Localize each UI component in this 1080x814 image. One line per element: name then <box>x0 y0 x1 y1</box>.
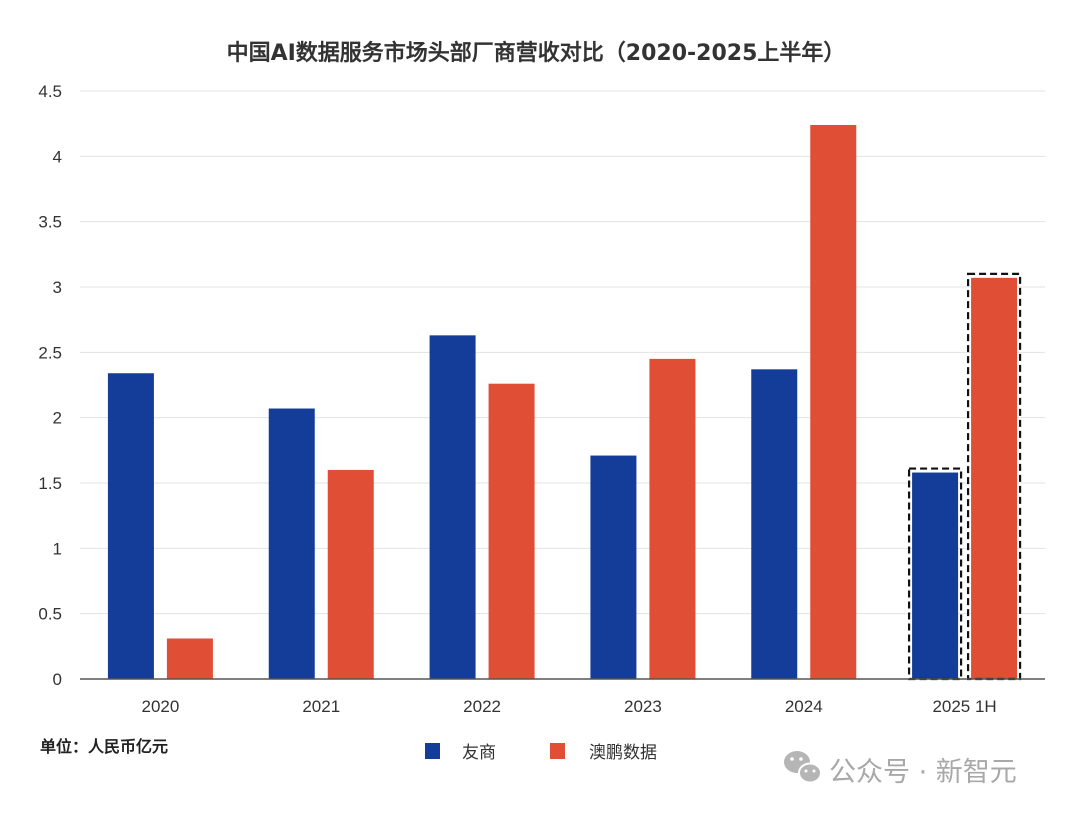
y-tick-label: 1 <box>53 539 62 558</box>
x-tick-label: 2025 1H <box>932 697 996 716</box>
watermark-text: 公众号 · 新智元 <box>829 757 1017 788</box>
y-tick-label: 4.5 <box>38 82 62 101</box>
bars <box>107 124 1018 680</box>
bar-aopeng-2022 <box>488 383 535 679</box>
bar-youshang-2021 <box>268 408 315 679</box>
y-tick-label: 1.5 <box>38 474 62 493</box>
bar-aopeng-2021 <box>327 469 374 679</box>
highlight-outline <box>966 272 1022 681</box>
y-tick-label: 2.5 <box>38 343 62 362</box>
legend: 友商 澳鹏数据 <box>425 743 657 763</box>
legend-item-youshang[interactable]: 友商 <box>425 743 496 763</box>
bar-aopeng-2025-1H <box>971 277 1018 679</box>
legend-swatch-youshang <box>425 743 440 759</box>
x-tick-label: 2022 <box>463 697 501 716</box>
bar-youshang-2022 <box>429 335 476 679</box>
bar-aopeng-2023 <box>649 358 696 679</box>
x-tick-label: 2024 <box>785 697 823 716</box>
y-tick-label: 0 <box>53 670 62 689</box>
bar-youshang-2020 <box>107 373 154 679</box>
x-tick-label: 2020 <box>142 697 180 716</box>
x-axis-ticks: 2020 2021 2022 2023 2024 2025 1H <box>142 697 997 716</box>
watermark: 公众号 · 新智元 <box>784 751 1017 788</box>
gridlines <box>80 90 1045 615</box>
bar-youshang-2025-1H <box>912 472 959 679</box>
x-tick-label: 2021 <box>302 697 340 716</box>
unit-note: 单位：人民币亿元 <box>40 737 168 756</box>
legend-label-youshang: 友商 <box>462 743 496 763</box>
y-tick-label: 3.5 <box>38 213 62 232</box>
chart-title: 中国AI数据服务市场头部厂商营收对比（2020-2025上半年） <box>227 40 846 66</box>
wechat-icon <box>784 751 822 784</box>
bar-aopeng-2024 <box>810 124 857 680</box>
bar-youshang-2024 <box>751 369 798 679</box>
legend-label-aopeng: 澳鹏数据 <box>589 743 657 763</box>
bar-youshang-2023 <box>590 455 637 679</box>
y-tick-label: 3 <box>53 278 62 297</box>
y-axis-ticks: 0 0.5 1 1.5 2 2.5 3 3.5 4 4.5 <box>38 82 62 689</box>
x-tick-label: 2023 <box>624 697 662 716</box>
y-tick-label: 2 <box>53 409 62 428</box>
bar-aopeng-2020 <box>166 638 213 679</box>
y-tick-label: 0.5 <box>38 605 62 624</box>
y-tick-label: 4 <box>53 147 62 166</box>
legend-swatch-aopeng <box>550 743 565 759</box>
legend-item-aopeng[interactable]: 澳鹏数据 <box>550 743 657 763</box>
